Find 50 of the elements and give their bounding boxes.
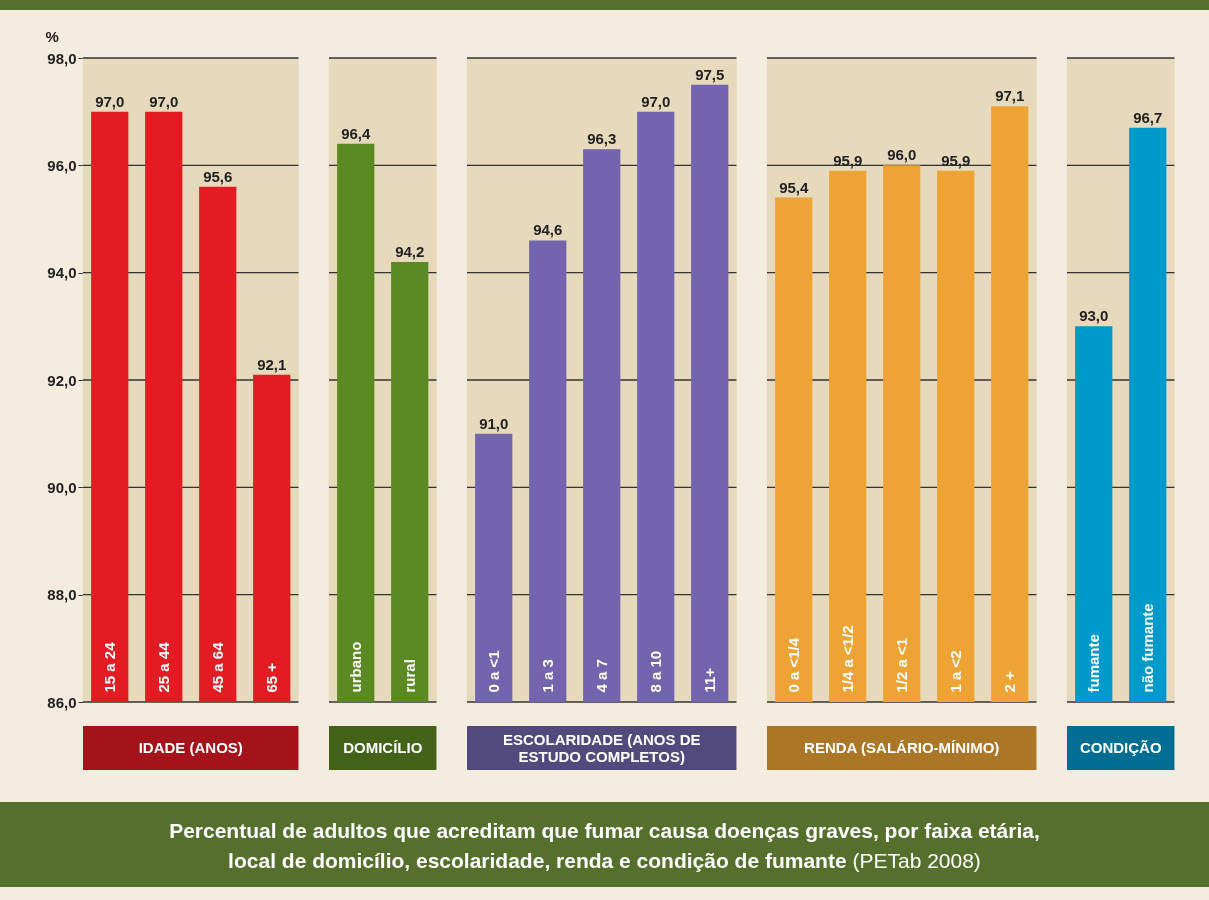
y-tick-label: 90,0 (47, 478, 77, 496)
data-label: 97,1 (995, 87, 1025, 105)
x-tick-label: 4 a 7 (592, 659, 610, 693)
x-axis-title: ESCOLARIDADE (ANOS DE ESTUDO COMPLETOS) (502, 730, 701, 765)
x-tick-label: 1/2 a <1 (892, 637, 910, 693)
data-label: 95,6 (203, 167, 233, 185)
x-tick-label: 65 + (262, 662, 280, 693)
x-axis-title: RENDA (SALÁRIO-MÍNIMO) (804, 739, 1000, 756)
data-label: 96,7 (1133, 108, 1163, 126)
x-tick-label: fumante (1084, 634, 1102, 693)
y-tick-label: 94,0 (47, 264, 77, 282)
x-axis-title: CONDIÇÃO (1079, 739, 1162, 756)
data-label: 95,9 (941, 151, 971, 169)
data-label: 93,0 (1079, 307, 1109, 325)
data-label: 96,0 (887, 146, 917, 164)
data-label: 95,9 (833, 151, 863, 169)
x-tick-label: 0 a <1/4 (784, 637, 802, 693)
x-tick-label: 0 a <1 (484, 650, 502, 693)
x-tick-label: urbano (346, 641, 364, 693)
x-tick-label: 1/4 a <1/2 (838, 625, 856, 693)
data-label: 94,6 (533, 221, 563, 239)
x-tick-label: 25 a 44 (154, 641, 172, 693)
y-tick-label: 98,0 (47, 49, 77, 67)
x-axis-title: IDADE (ANOS) (138, 739, 243, 756)
data-label: 97,0 (149, 92, 179, 110)
x-tick-label: não fumante (1138, 603, 1156, 693)
data-label: 95,4 (779, 178, 809, 196)
x-tick-label: 8 a 10 (646, 650, 664, 693)
data-label: 97,5 (695, 65, 725, 83)
data-label: 96,3 (587, 130, 617, 148)
x-tick-label: 45 a 64 (208, 641, 226, 693)
data-label: 92,1 (257, 355, 287, 373)
x-tick-label: 1 a 3 (538, 659, 556, 693)
y-tick-label: 88,0 (47, 586, 77, 604)
x-tick-label: 2 + (1000, 670, 1018, 693)
text: (PETab 2008) (852, 849, 981, 873)
data-label: 97,0 (95, 92, 125, 110)
x-tick-label: rural (400, 659, 418, 693)
x-axis-title: DOMICÍLIO (343, 739, 423, 756)
x-tick-label: 1 a <2 (946, 650, 964, 693)
y-tick-label: 92,0 (47, 371, 77, 389)
x-tick-label: 15 a 24 (100, 641, 118, 693)
y-tick-label: 86,0 (47, 693, 77, 711)
data-label: 94,2 (395, 242, 425, 260)
data-label: 97,0 (641, 92, 671, 110)
data-label: 96,4 (341, 124, 371, 142)
data-label: 91,0 (479, 414, 509, 432)
y-tick-label: 96,0 (47, 156, 77, 174)
x-tick-label: 11+ (700, 667, 718, 693)
y-axis-title: % (45, 27, 59, 45)
